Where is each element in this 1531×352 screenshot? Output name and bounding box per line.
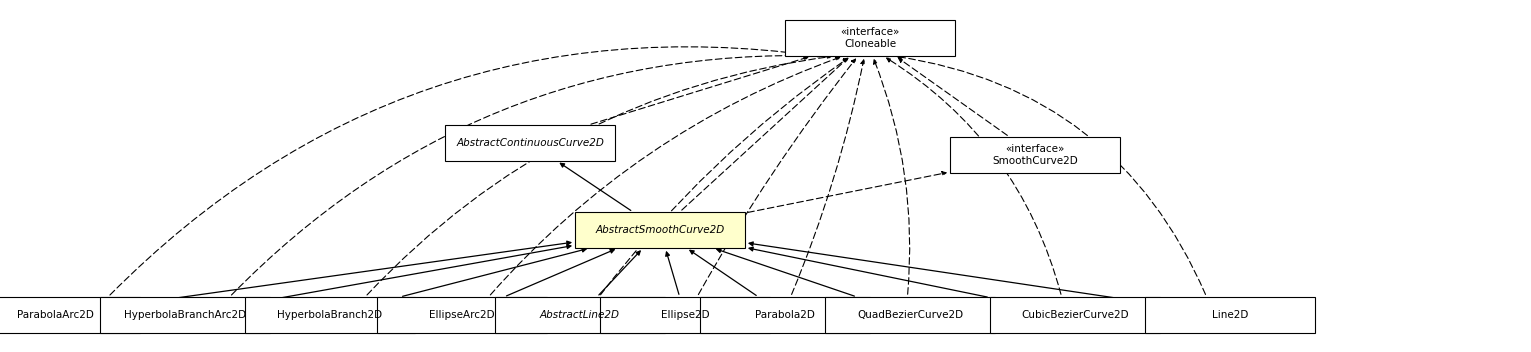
Text: AbstractLine2D: AbstractLine2D bbox=[540, 310, 620, 320]
Bar bbox=[600, 297, 770, 333]
Bar bbox=[377, 297, 547, 333]
Bar bbox=[700, 297, 870, 333]
Text: ParabolaArc2D: ParabolaArc2D bbox=[17, 310, 93, 320]
Bar bbox=[446, 125, 615, 161]
Text: EllipseArc2D: EllipseArc2D bbox=[429, 310, 495, 320]
Text: Parabola2D: Parabola2D bbox=[755, 310, 814, 320]
Bar bbox=[576, 212, 746, 248]
Bar bbox=[951, 137, 1121, 173]
Bar bbox=[785, 20, 955, 56]
Text: CubicBezierCurve2D: CubicBezierCurve2D bbox=[1021, 310, 1128, 320]
Text: «interface»
SmoothCurve2D: «interface» SmoothCurve2D bbox=[992, 144, 1078, 166]
Text: QuadBezierCurve2D: QuadBezierCurve2D bbox=[857, 310, 963, 320]
Text: Line2D: Line2D bbox=[1213, 310, 1248, 320]
Text: AbstractSmoothCurve2D: AbstractSmoothCurve2D bbox=[596, 225, 724, 235]
Bar bbox=[0, 297, 139, 333]
Bar bbox=[991, 297, 1160, 333]
Bar bbox=[1145, 297, 1315, 333]
Text: «interface»
Cloneable: «interface» Cloneable bbox=[841, 27, 900, 49]
Text: Ellipse2D: Ellipse2D bbox=[661, 310, 709, 320]
Bar bbox=[100, 297, 269, 333]
Bar bbox=[495, 297, 664, 333]
Bar bbox=[245, 297, 415, 333]
Text: AbstractContinuousCurve2D: AbstractContinuousCurve2D bbox=[456, 138, 603, 148]
Text: HyperbolaBranch2D: HyperbolaBranch2D bbox=[277, 310, 383, 320]
Text: HyperbolaBranchArc2D: HyperbolaBranchArc2D bbox=[124, 310, 246, 320]
Bar bbox=[825, 297, 995, 333]
